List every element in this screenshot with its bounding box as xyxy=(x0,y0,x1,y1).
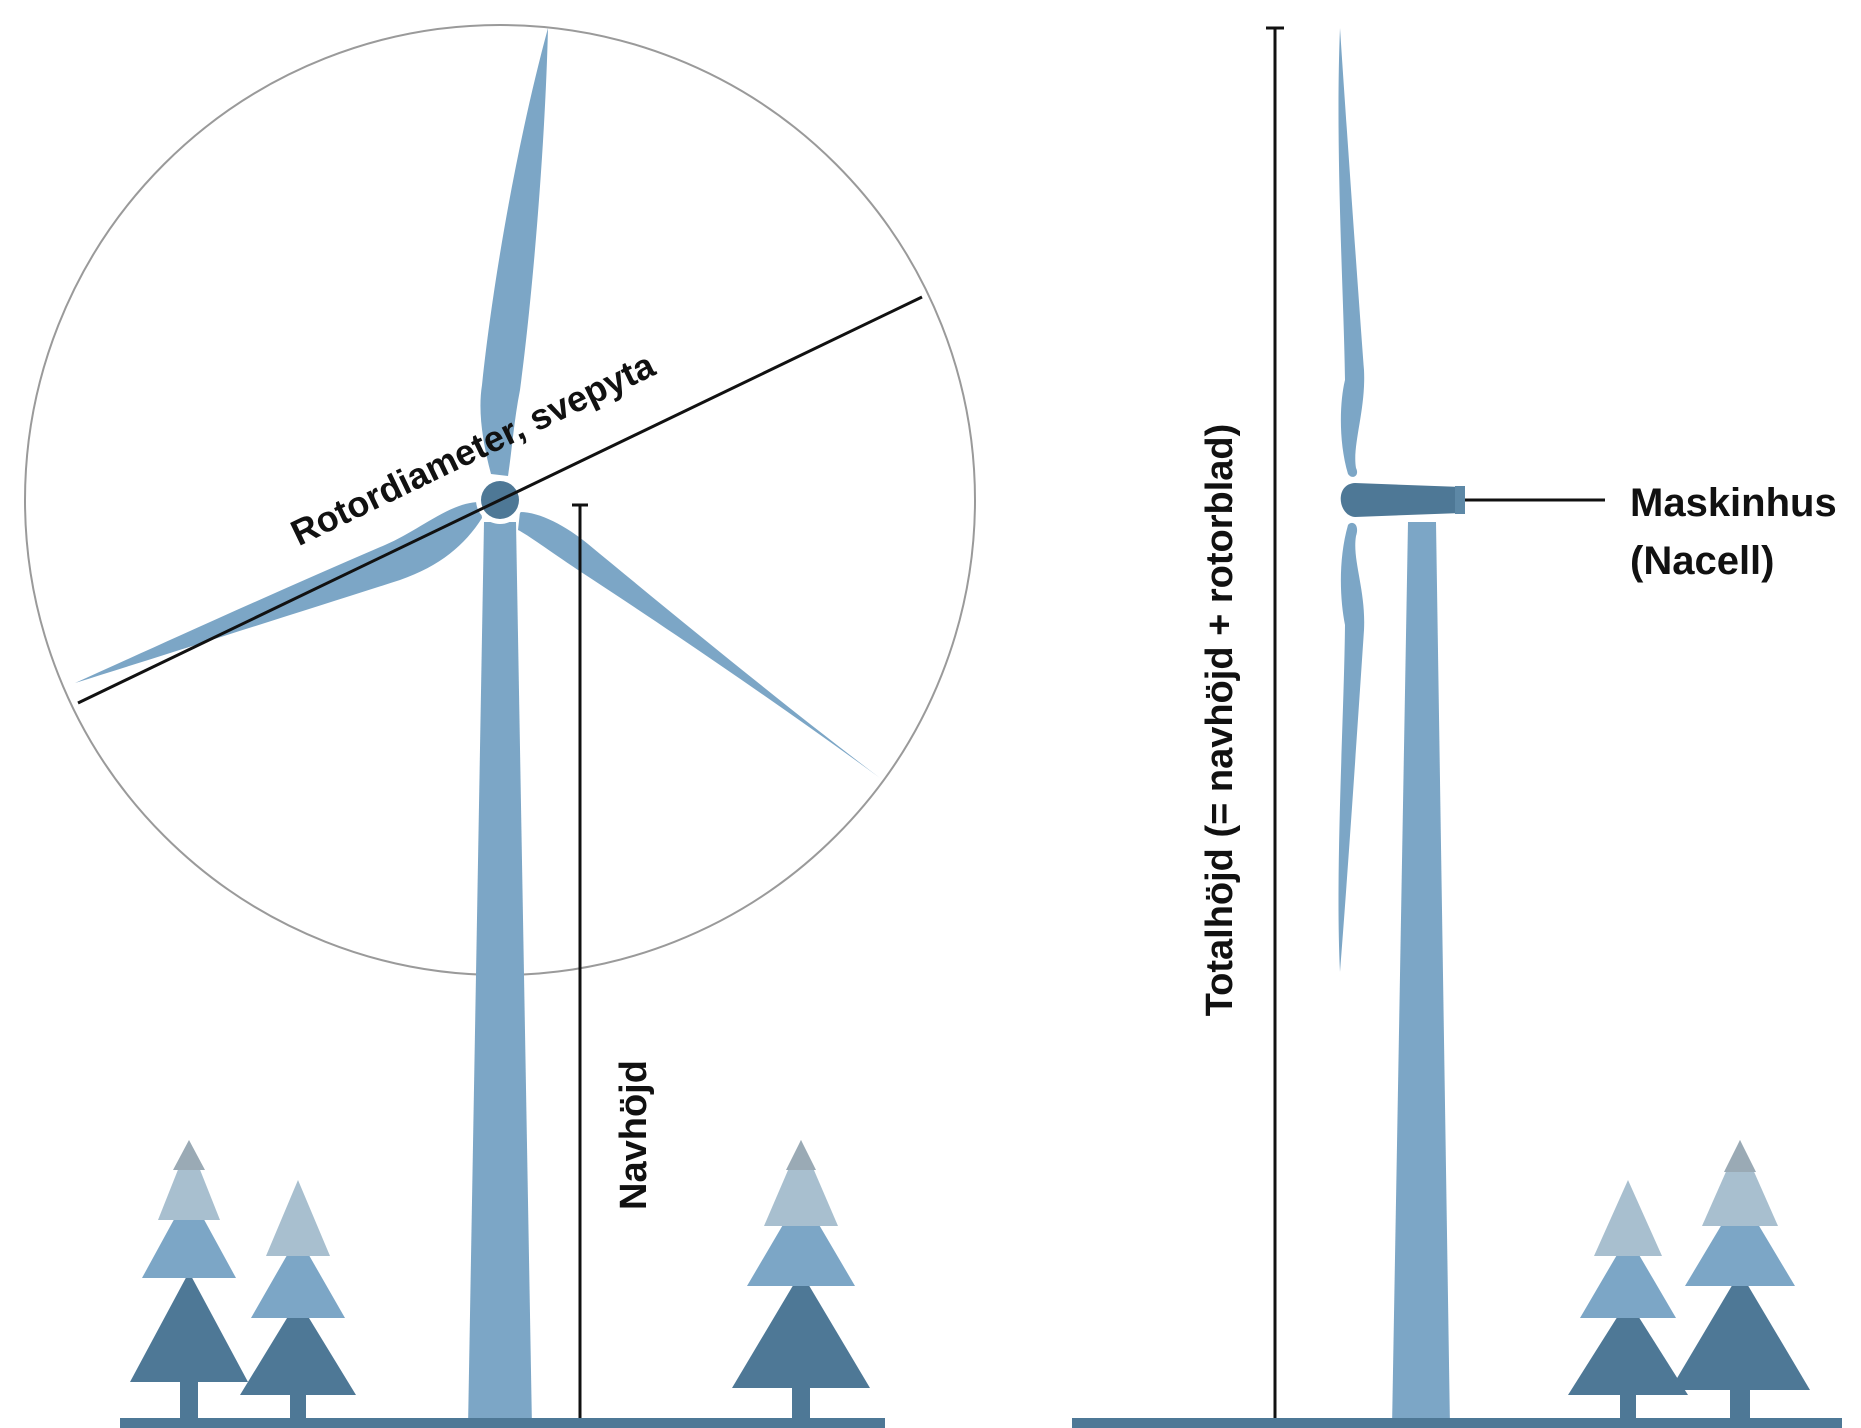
side-blade-up xyxy=(1338,28,1365,477)
front-blade-up xyxy=(480,28,548,476)
front-blade-left xyxy=(75,502,482,683)
rotor-diameter-line xyxy=(77,295,923,705)
front-tower xyxy=(468,522,532,1428)
hub-height-label: Navhöjd xyxy=(613,1060,655,1210)
left-ground xyxy=(120,1418,885,1428)
tree xyxy=(130,1140,248,1420)
nacelle-rear xyxy=(1455,486,1465,514)
side-view-turbine: Totalhöjd (= navhöjd + rotorblad) Maskin… xyxy=(1199,26,1837,1428)
side-tower xyxy=(1392,522,1450,1428)
tree xyxy=(732,1140,870,1420)
tree xyxy=(1670,1140,1810,1420)
front-blade-right xyxy=(518,512,880,778)
side-blade-down xyxy=(1338,522,1365,972)
total-height-label: Totalhöjd (= navhöjd + rotorblad) xyxy=(1199,424,1241,1017)
right-ground xyxy=(1072,1418,1842,1428)
tree xyxy=(240,1180,356,1420)
tree xyxy=(1568,1180,1688,1420)
nacelle xyxy=(1340,483,1462,517)
nacelle-label: Maskinhus xyxy=(1630,481,1837,525)
nacelle-label-sub: (Nacell) xyxy=(1630,539,1775,583)
